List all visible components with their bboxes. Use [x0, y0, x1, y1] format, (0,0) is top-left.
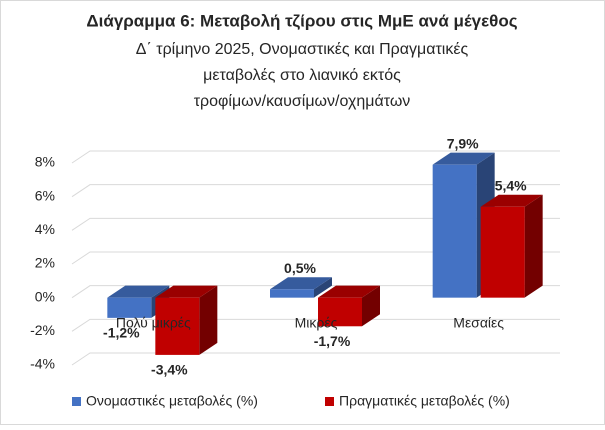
y-tick-label: 4%	[35, 221, 55, 237]
bar	[318, 285, 380, 327]
value-label: -1,7%	[314, 333, 351, 349]
bar-top	[480, 194, 543, 207]
value-label: 5,4%	[495, 177, 527, 193]
bar-top	[270, 277, 332, 290]
y-tick-label: -4%	[30, 356, 55, 372]
bar-front	[432, 164, 477, 298]
bar-side	[199, 285, 218, 355]
bar-side	[314, 277, 332, 298]
y-tick-label: 6%	[35, 187, 55, 203]
legend-swatch	[72, 397, 81, 406]
x-tick-label: Μεσαίες	[453, 314, 504, 330]
grid-line	[71, 150, 560, 164]
value-label: 0,5%	[284, 260, 316, 276]
grid-line	[71, 217, 560, 231]
chart-subtitle: μεταβολές στο λιανικό εκτός	[203, 67, 401, 84]
bar-top	[432, 152, 495, 165]
bar-side	[362, 285, 380, 327]
grid-line	[71, 352, 560, 366]
bar-top	[318, 285, 380, 298]
y-tick-label: -2%	[30, 322, 55, 338]
grid-line	[71, 285, 560, 299]
bar-top	[107, 285, 170, 298]
value-label: -1,2%	[103, 325, 140, 341]
bar-front	[480, 206, 525, 298]
bar-side	[524, 194, 543, 298]
value-label: 7,9%	[447, 135, 479, 151]
y-tick-label: 8%	[35, 154, 55, 170]
chart-subtitle: Δ΄ τρίμηνο 2025, Ονομαστικές και Πραγματ…	[136, 41, 469, 58]
bar-front	[318, 297, 362, 327]
bar-front	[155, 297, 200, 355]
chart-subtitle: τροφίμων/καυσίμων/οχημάτων	[194, 93, 411, 110]
legend-label: Ονομαστικές μεταβολές (%)	[86, 393, 258, 409]
legend-swatch	[325, 397, 334, 406]
y-tick-label: 2%	[35, 255, 55, 271]
bar	[155, 285, 218, 355]
x-tick-label: Πολύ μικρές	[116, 314, 191, 330]
legend-label: Πραγματικές μεταβολές (%)	[339, 393, 510, 409]
bar-front	[107, 297, 152, 318]
grid-line	[71, 251, 560, 265]
chart-title: Διάγραμμα 6: Μεταβολή τζίρου στις ΜμΕ αν…	[86, 11, 517, 30]
bar-front	[270, 289, 314, 298]
value-label: -3,4%	[151, 362, 188, 378]
bar	[270, 277, 332, 298]
bar	[432, 152, 495, 298]
bar	[480, 194, 543, 298]
grid-line	[71, 318, 560, 332]
bar-top	[155, 285, 218, 298]
x-tick-label: Μικρές	[295, 314, 338, 330]
y-tick-label: 0%	[35, 288, 55, 304]
grid-line	[71, 184, 560, 198]
